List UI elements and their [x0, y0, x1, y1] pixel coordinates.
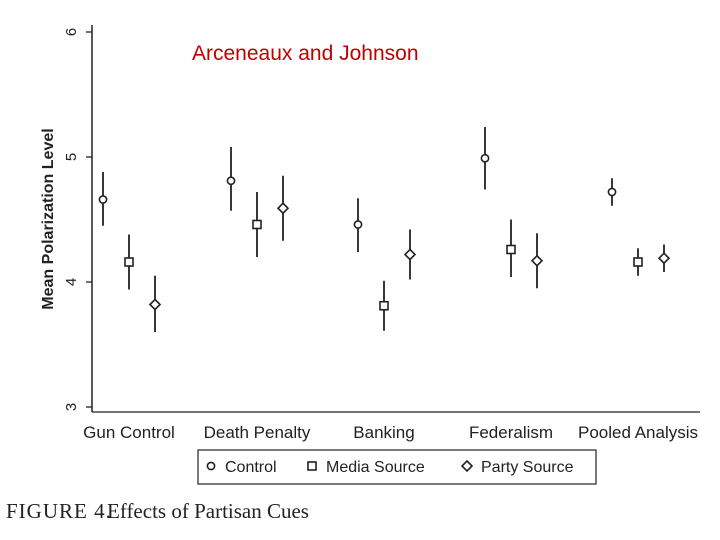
legend-box — [197, 449, 597, 485]
data-point-circle — [607, 187, 617, 197]
data-point-diamond — [530, 254, 544, 267]
data-point-square — [633, 257, 643, 267]
data-point-diamond — [657, 252, 671, 265]
data-point-square — [252, 219, 262, 230]
category-label: Gun Control — [83, 423, 175, 442]
y-ticks: 3 4 5 6 — [63, 28, 92, 411]
y-tick-label: 4 — [63, 278, 80, 286]
data-point-square — [506, 244, 516, 255]
legend-label: Control — [225, 459, 277, 476]
legend-label: Party Source — [481, 459, 574, 476]
category-label: Pooled Analysis — [578, 423, 698, 442]
legend-marker-diamond — [460, 459, 474, 473]
y-tick-label: 3 — [63, 403, 80, 411]
data-point-diamond — [148, 298, 162, 311]
data-point-circle — [480, 153, 490, 163]
figure-caption: FIGURE 4. Effects of Partisan Cues — [6, 499, 309, 523]
y-tick-label: 5 — [63, 153, 80, 161]
legend-marker-circle — [206, 461, 216, 471]
overlay-title: Arceneaux and Johnson — [192, 42, 419, 65]
data-point-square — [379, 300, 389, 311]
data-point-circle — [353, 220, 363, 229]
y-tick-label: 6 — [63, 28, 80, 36]
data-marks — [98, 127, 671, 332]
legend: Control Media Source Party Source — [197, 449, 597, 485]
category-labels: Gun Control Death Penalty Banking Federalis… — [83, 423, 698, 442]
y-axis-label: Mean Polarization Level — [40, 128, 57, 309]
data-point-diamond — [403, 248, 417, 261]
data-point-square — [124, 257, 134, 267]
category-label: Federalism — [469, 423, 553, 442]
plot-axes — [91, 25, 700, 413]
data-point-circle — [226, 176, 236, 186]
legend-label: Media Source — [326, 459, 425, 476]
legend-marker-square — [307, 461, 317, 471]
caption-label: FIGURE 4. — [6, 499, 112, 523]
category-label: Death Penalty — [204, 423, 311, 442]
caption-text: Effects of Partisan Cues — [107, 499, 309, 523]
data-point-diamond — [276, 202, 290, 215]
category-label: Banking — [353, 423, 414, 442]
data-point-circle — [98, 195, 108, 204]
